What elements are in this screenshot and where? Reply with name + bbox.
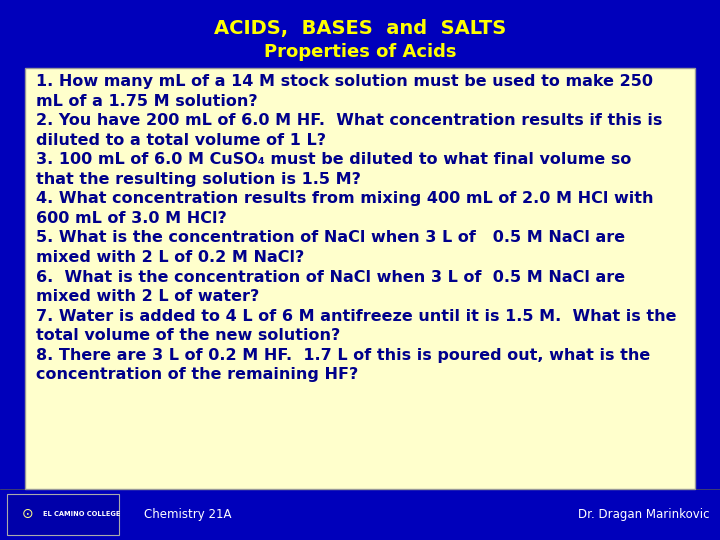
Text: ACIDS,  BASES  and  SALTS: ACIDS, BASES and SALTS	[214, 19, 506, 38]
Text: Properties of Acids: Properties of Acids	[264, 43, 456, 61]
Text: Chemistry 21A: Chemistry 21A	[144, 508, 232, 521]
Text: EL CAMINO COLLEGE: EL CAMINO COLLEGE	[43, 511, 120, 517]
Text: 1. How many mL of a 14 M stock solution must be used to make 250
mL of a 1.75 M : 1. How many mL of a 14 M stock solution …	[36, 74, 677, 382]
Text: Dr. Dragan Marinkovic: Dr. Dragan Marinkovic	[577, 508, 709, 521]
FancyBboxPatch shape	[25, 68, 695, 489]
Text: ⊙: ⊙	[22, 507, 33, 521]
FancyBboxPatch shape	[7, 494, 119, 535]
